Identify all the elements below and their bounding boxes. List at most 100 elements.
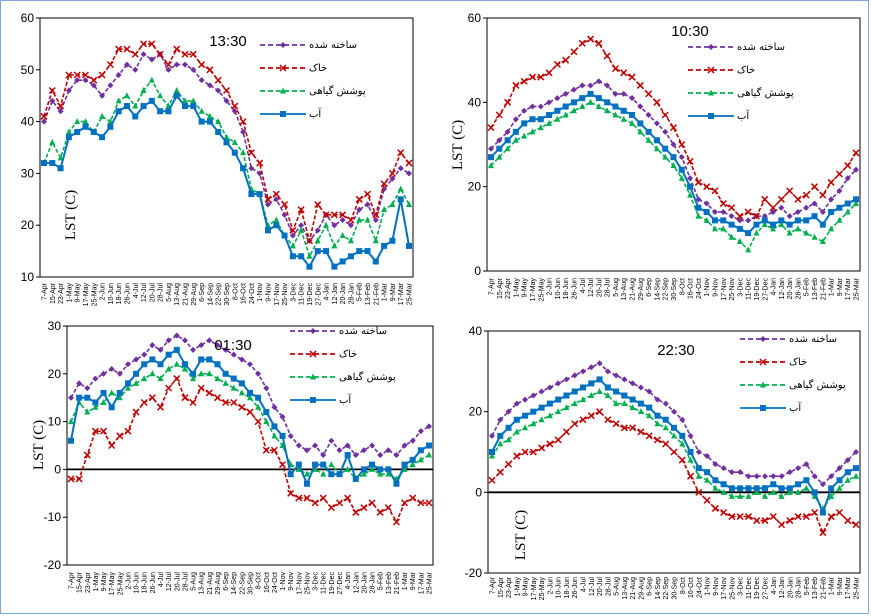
y-axis-label: LST (C) — [513, 510, 529, 560]
data-point-soil — [611, 65, 619, 73]
x-tick-label: 25-Mar — [427, 571, 434, 594]
data-point-built — [287, 432, 294, 439]
data-point-built — [215, 87, 222, 94]
x-tick-label: 9-Mar — [390, 282, 397, 301]
data-point-soil — [629, 424, 637, 432]
data-point-built — [595, 78, 602, 85]
data-point-soil — [728, 204, 736, 212]
x-tick-label: 17-Nov — [721, 278, 728, 301]
data-point-built — [853, 449, 859, 455]
data-point-water — [303, 480, 310, 487]
data-point-water — [417, 447, 424, 454]
x-tick-label: 25-Mar — [854, 277, 861, 300]
data-point-soil — [115, 45, 123, 53]
data-point-water — [323, 248, 330, 255]
data-point-built — [819, 481, 826, 488]
data-point-veg — [753, 488, 760, 495]
y-tick-label: 40 — [469, 324, 483, 338]
legend-label-veg: پوشش گیاهی — [737, 87, 794, 99]
data-point-built — [770, 473, 777, 480]
x-tick-label: 8-Oct — [232, 283, 239, 300]
data-point-soil — [380, 180, 388, 188]
data-point-water — [426, 442, 432, 449]
data-point-soil — [538, 444, 546, 452]
data-point-veg — [49, 138, 56, 145]
data-point-soil — [670, 448, 678, 456]
data-point-built — [596, 360, 603, 367]
data-point-built — [190, 346, 197, 353]
x-tick-label: 12-Jul — [141, 283, 148, 303]
data-point-soil — [181, 50, 189, 58]
data-point-water — [406, 242, 412, 249]
data-point-water — [521, 120, 528, 127]
series-water — [489, 376, 859, 516]
x-tick-label: 21-Aug — [630, 278, 637, 301]
plot-area — [39, 17, 414, 278]
data-point-built — [82, 77, 89, 84]
y-tick-label: 20 — [48, 367, 62, 381]
data-point-built — [720, 465, 727, 472]
x-tick-label: 1-Mar — [402, 571, 409, 590]
data-point-soil — [529, 448, 537, 456]
x-tick-label: 18-Jun — [564, 577, 571, 599]
data-point-soil — [695, 488, 703, 496]
data-point-built — [678, 154, 685, 161]
data-point-built — [206, 82, 213, 89]
x-tick-label: 29-Aug — [638, 577, 645, 600]
data-point-veg — [372, 237, 379, 244]
data-point-soil — [694, 178, 702, 186]
data-point-soil — [811, 508, 819, 517]
data-point-water — [711, 217, 718, 224]
legend-label-water: آب — [789, 401, 802, 414]
data-point-soil — [777, 195, 785, 203]
data-point-veg — [115, 97, 122, 104]
x-tick-label: 20-Jul — [149, 283, 156, 303]
data-point-built — [711, 208, 718, 215]
data-point-built — [811, 200, 818, 207]
data-point-soil — [189, 398, 197, 407]
data-point-soil — [344, 494, 352, 502]
data-point-veg — [571, 400, 578, 407]
data-point-built — [133, 356, 140, 363]
data-point-soil — [124, 427, 132, 435]
data-point-built — [76, 380, 83, 387]
data-point-built — [836, 187, 843, 194]
data-point-veg — [409, 461, 416, 468]
data-point-veg — [389, 200, 396, 207]
x-tick-label: 17-Mar — [845, 277, 852, 300]
data-point-built — [828, 473, 835, 480]
x-tick-label: 26-Jun — [572, 577, 579, 599]
data-point-water — [853, 465, 859, 472]
x-tick-label: 15-Apr — [497, 277, 504, 299]
x-tick-label: 4-Jan — [771, 577, 778, 595]
data-point-built — [853, 166, 859, 173]
data-point-water — [570, 99, 577, 106]
data-point-built — [529, 103, 536, 110]
data-point-water — [811, 213, 818, 220]
data-point-water — [671, 424, 677, 431]
data-point-water — [215, 128, 222, 135]
data-point-soil — [554, 436, 562, 444]
series-line-water — [70, 348, 430, 487]
x-tick-label: 30-Sep — [248, 572, 255, 595]
data-point-water — [173, 346, 180, 353]
data-point-soil — [425, 499, 433, 507]
data-point-water — [646, 404, 653, 411]
x-tick-label: 13-Aug — [199, 572, 206, 595]
data-point-built — [844, 175, 851, 182]
data-point-built — [537, 103, 544, 110]
x-tick-label: 21-Feb — [820, 577, 827, 599]
data-point-water — [84, 394, 91, 401]
data-point-water — [504, 137, 511, 144]
data-point-veg — [736, 237, 743, 244]
data-point-water — [662, 145, 669, 152]
data-point-veg — [704, 476, 711, 483]
data-point-built — [794, 208, 801, 215]
x-tick-label: 5-Aug — [614, 577, 621, 596]
data-point-soil — [587, 35, 595, 43]
x-tick-label: 13-Aug — [622, 577, 629, 600]
data-point-water — [49, 160, 56, 167]
x-tick-label: 10-Jun — [556, 577, 563, 599]
x-tick-label: 18-Jun — [142, 572, 149, 594]
